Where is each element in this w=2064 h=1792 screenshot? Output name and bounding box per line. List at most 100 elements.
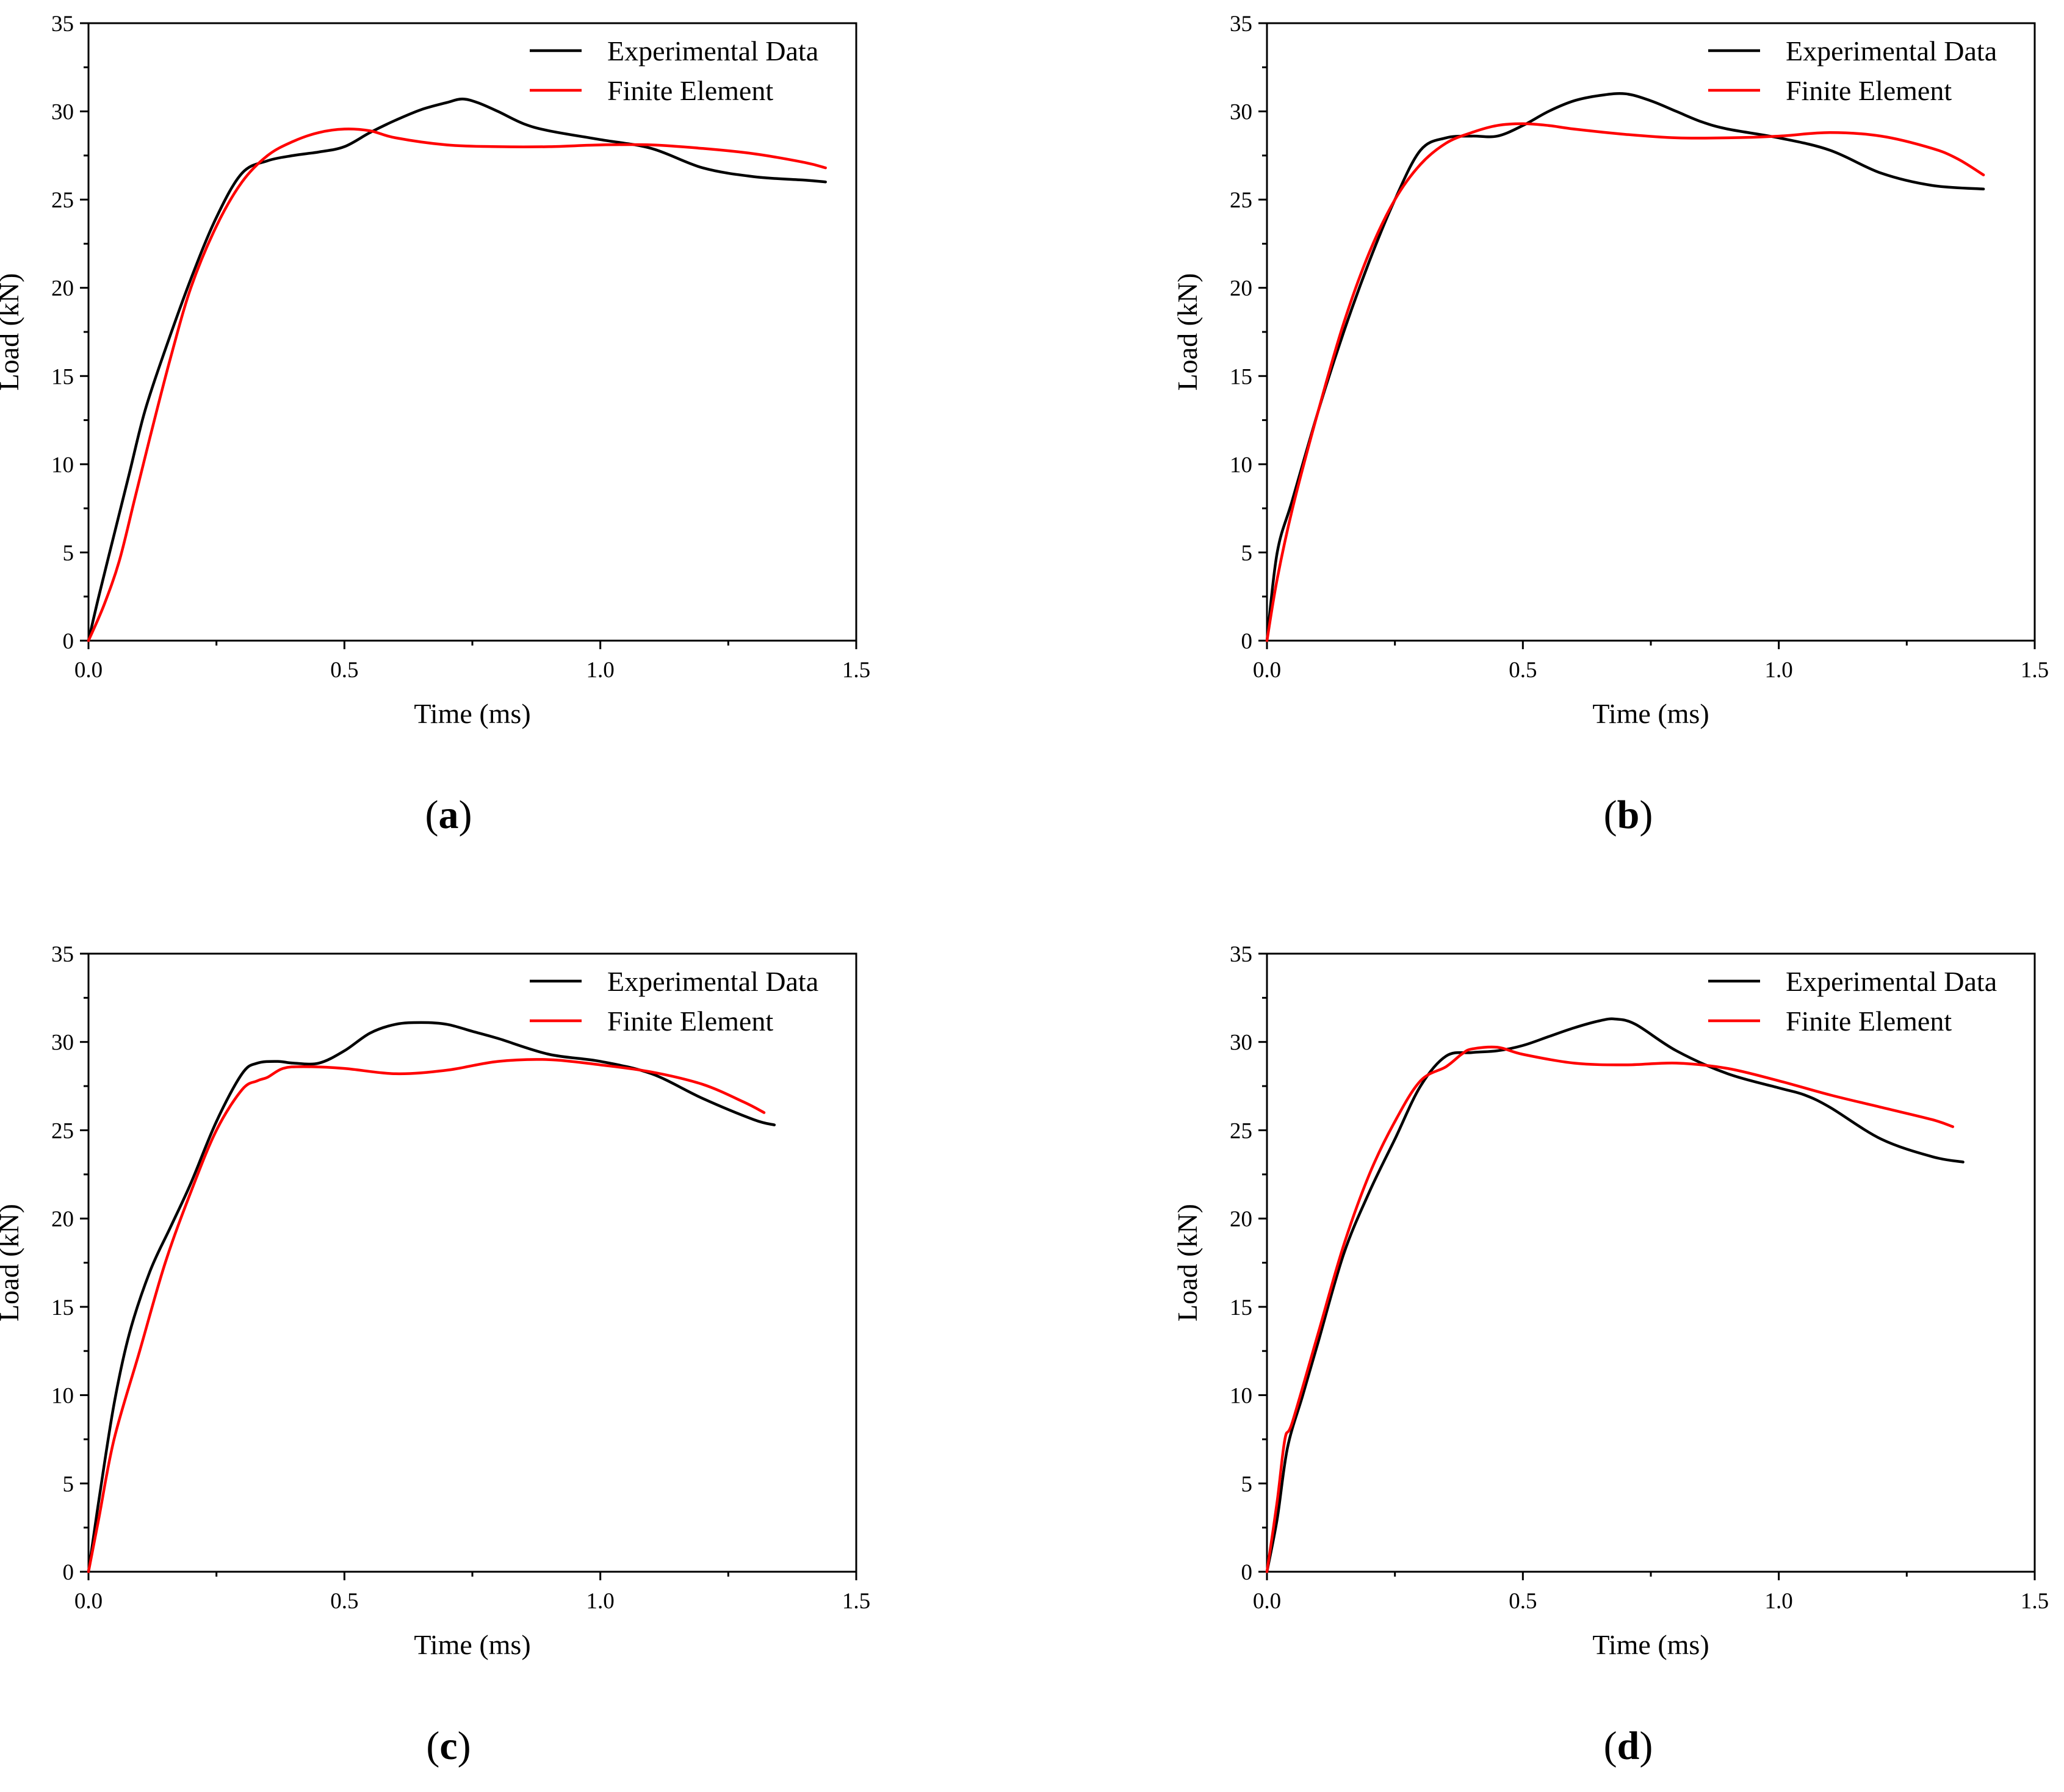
caption-open-paren: ( <box>1604 793 1617 837</box>
y-tick-label: 30 <box>51 100 74 125</box>
y-axis-title: Load (kN) <box>0 273 24 391</box>
y-axis-title: Load (kN) <box>0 1204 24 1322</box>
caption-letter: a <box>439 793 459 837</box>
caption-letter: d <box>1617 1724 1640 1768</box>
y-tick-label: 30 <box>1230 1031 1252 1056</box>
y-tick-label: 5 <box>63 541 74 566</box>
x-tick-label: 1.0 <box>586 658 615 683</box>
y-tick-label: 0 <box>63 629 74 654</box>
chart-panel-d: 0.0 0.5 1.0 1.5 0 5 10 15 20 25 30 35 Time (ms) Load … <box>1172 942 2049 1768</box>
legend-label-experimental-data: Experimental Data <box>607 966 818 997</box>
y-tick-label: 15 <box>51 364 74 389</box>
x-tick-label: 0.5 <box>1509 658 1537 683</box>
y-axis-title: Load (kN) <box>1172 273 1203 391</box>
chart-panel-c: 0.0 0.5 1.0 1.5 0 5 10 15 20 25 30 35 Time (ms) Load … <box>0 942 870 1768</box>
y-tick-label: 25 <box>51 1118 74 1143</box>
x-tick-label: 1.5 <box>2021 658 2049 683</box>
series-line-experimental-data <box>1265 1017 1965 1574</box>
legend-label-experimental-data: Experimental Data <box>1786 35 1997 67</box>
legend-label-experimental-data: Experimental Data <box>1786 966 1997 997</box>
series-line-finite-element <box>1265 1045 1955 1574</box>
caption-close-paren: ) <box>459 793 472 837</box>
y-tick-label: 10 <box>1230 1384 1252 1409</box>
x-tick-label: 1.5 <box>842 658 870 683</box>
y-tick-label: 15 <box>51 1295 74 1320</box>
series-line-experimental-data <box>87 1021 776 1574</box>
x-tick-label: 1.0 <box>586 1589 615 1614</box>
x-axis-title: Time (ms) <box>414 698 530 729</box>
series-line-finite-element <box>87 128 827 642</box>
panel-caption: (a) <box>425 793 472 837</box>
x-tick-label: 0.5 <box>330 658 358 683</box>
x-tick-label: 0.0 <box>74 1589 103 1614</box>
y-tick-label: 35 <box>51 12 74 37</box>
y-tick-label: 5 <box>1241 541 1253 566</box>
y-tick-label: 15 <box>1230 1295 1252 1320</box>
y-tick-label: 35 <box>51 942 74 967</box>
y-tick-label: 0 <box>1241 1560 1253 1585</box>
plot-frame <box>1266 22 2036 642</box>
x-tick-label: 1.5 <box>842 1589 870 1614</box>
caption-open-paren: ( <box>1604 1724 1617 1768</box>
x-axis-title: Time (ms) <box>414 1629 530 1660</box>
y-tick-label: 0 <box>1241 629 1253 654</box>
y-tick-label: 10 <box>51 1384 74 1409</box>
series-line-finite-element <box>87 1058 766 1574</box>
x-tick-label: 1.5 <box>2021 1589 2049 1614</box>
caption-close-paren: ) <box>1639 1724 1653 1768</box>
panel-caption: (d) <box>1604 1724 1653 1768</box>
legend: Experimental Data Finite Element <box>530 35 818 106</box>
x-tick-label: 0.0 <box>74 658 103 683</box>
y-tick-label: 10 <box>51 453 74 478</box>
y-tick-label: 15 <box>1230 364 1252 389</box>
y-tick-label: 25 <box>1230 1118 1252 1143</box>
y-tick-label: 35 <box>1230 12 1252 37</box>
y-tick-label: 20 <box>51 276 74 301</box>
caption-close-paren: ) <box>1639 793 1653 837</box>
y-tick-label: 20 <box>1230 1207 1252 1232</box>
legend: Experimental Data Finite Element <box>1708 966 1997 1037</box>
chart-panel-a: 0.0 0.5 1.0 1.5 0 5 10 15 20 25 30 35 Time (ms) Load … <box>0 12 870 837</box>
y-tick-label: 30 <box>1230 100 1252 125</box>
y-tick-label: 30 <box>51 1031 74 1056</box>
caption-letter: c <box>439 1724 457 1768</box>
panel-caption: (b) <box>1604 793 1653 837</box>
caption-open-paren: ( <box>425 793 439 837</box>
x-tick-label: 0.5 <box>1509 1589 1537 1614</box>
caption-letter: b <box>1617 793 1640 837</box>
legend-label-experimental-data: Experimental Data <box>607 35 818 67</box>
chart-panel-b: 0.0 0.5 1.0 1.5 0 5 10 15 20 25 30 35 Time (ms) Load … <box>1172 12 2049 837</box>
legend: Experimental Data Finite Element <box>1708 35 1997 106</box>
plot-frame <box>87 22 857 642</box>
x-tick-label: 0.5 <box>330 1589 358 1614</box>
y-tick-label: 5 <box>63 1472 74 1497</box>
legend-label-finite-element: Finite Element <box>1786 75 1952 106</box>
y-tick-label: 35 <box>1230 942 1252 967</box>
x-tick-label: 0.0 <box>1253 658 1281 683</box>
legend-label-finite-element: Finite Element <box>1786 1006 1952 1037</box>
y-tick-label: 25 <box>1230 188 1252 213</box>
legend: Experimental Data Finite Element <box>530 966 818 1037</box>
legend-label-finite-element: Finite Element <box>607 1006 773 1037</box>
x-tick-label: 1.0 <box>1765 1589 1793 1614</box>
y-tick-label: 20 <box>51 1207 74 1232</box>
panel-caption: (c) <box>426 1724 471 1768</box>
series-line-experimental-data <box>87 98 827 642</box>
plot-frame <box>87 952 857 1573</box>
x-tick-label: 1.0 <box>1765 658 1793 683</box>
x-tick-label: 0.0 <box>1253 1589 1281 1614</box>
caption-open-paren: ( <box>426 1724 439 1768</box>
y-tick-label: 0 <box>63 1560 74 1585</box>
x-axis-title: Time (ms) <box>1592 1629 1709 1660</box>
y-tick-label: 5 <box>1241 1472 1253 1497</box>
y-tick-label: 20 <box>1230 276 1252 301</box>
caption-close-paren: ) <box>458 1724 471 1768</box>
y-tick-label: 25 <box>51 188 74 213</box>
y-tick-label: 10 <box>1230 453 1252 478</box>
y-axis-title: Load (kN) <box>1172 1204 1203 1322</box>
legend-label-finite-element: Finite Element <box>607 75 773 106</box>
x-axis-title: Time (ms) <box>1592 698 1709 729</box>
series-line-finite-element <box>1265 122 1985 642</box>
